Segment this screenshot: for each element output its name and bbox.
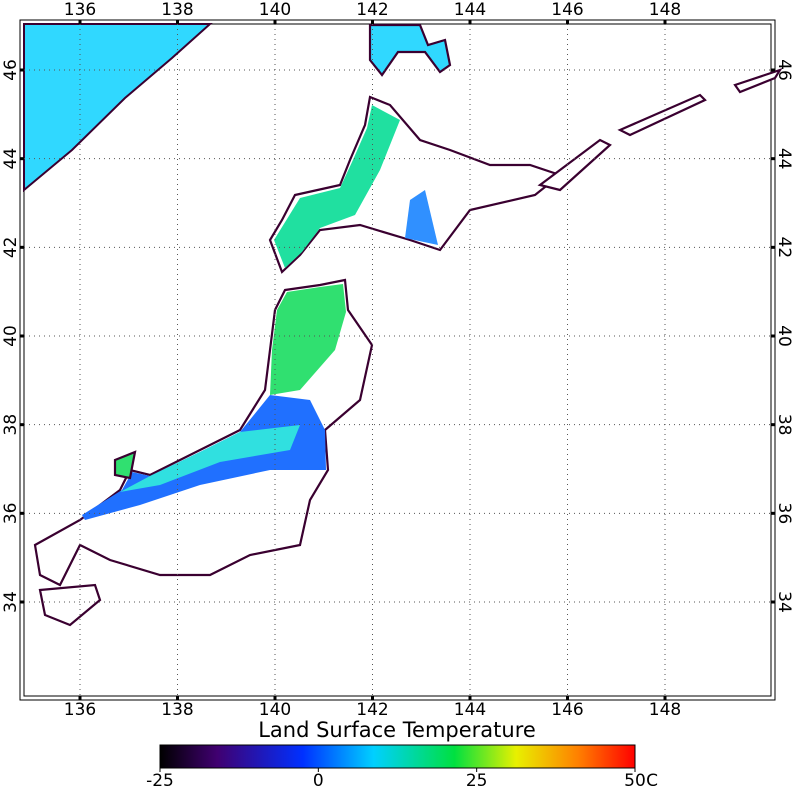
- colorbar-tick-label: 25: [466, 771, 488, 791]
- lon-label-top: 144: [454, 0, 486, 20]
- sakhalin: [368, 23, 452, 77]
- lat-label-left: 36: [1, 503, 21, 525]
- lat-label-right: 42: [774, 237, 794, 259]
- lat-label-right: 40: [774, 325, 794, 347]
- lat-label-right: 46: [774, 59, 794, 81]
- hokkaido-east: [405, 190, 438, 245]
- shikoku: [38, 583, 102, 627]
- lon-label-top: 146: [551, 0, 583, 20]
- lat-label-left: 46: [1, 59, 21, 81]
- colorbar: [159, 744, 636, 769]
- lat-label-left: 38: [1, 414, 21, 436]
- lon-label-top: 138: [161, 0, 193, 20]
- lat-label-right: 44: [774, 148, 794, 170]
- lon-label-bottom: 140: [259, 700, 291, 720]
- graticule: [20, 20, 775, 700]
- lat-label-right: 36: [774, 503, 794, 525]
- lon-label-bottom: 144: [454, 700, 486, 720]
- lon-label-bottom: 136: [64, 700, 96, 720]
- lat-label-right: 38: [774, 414, 794, 436]
- lat-label-left: 34: [1, 591, 21, 613]
- asia-mainland: [23, 23, 213, 193]
- lon-label-bottom: 138: [161, 700, 193, 720]
- lat-label-left: 42: [1, 237, 21, 259]
- honshu-north-warm: [270, 284, 346, 395]
- hokkaido-warm: [274, 105, 400, 268]
- map-title: Land Surface Temperature: [258, 718, 536, 742]
- lon-label-top: 142: [356, 0, 388, 20]
- lon-label-top: 136: [64, 0, 96, 20]
- lon-label-bottom: 142: [356, 700, 388, 720]
- colorbar-tick-label: -25: [146, 771, 174, 791]
- lon-label-bottom: 146: [551, 700, 583, 720]
- lat-label-left: 44: [1, 148, 21, 170]
- lat-label-left: 40: [1, 325, 21, 347]
- lon-label-bottom: 148: [649, 700, 681, 720]
- lat-label-right: 34: [774, 591, 794, 613]
- land: [23, 23, 783, 627]
- axis-labels: 136 136 138 138 140 140 142 142 144 144 146 146 148 1…: [1, 0, 794, 720]
- lon-label-top: 148: [649, 0, 681, 20]
- lon-label-top: 140: [259, 0, 291, 20]
- colorbar-tick-label: 50: [624, 771, 646, 791]
- kurils: [537, 67, 783, 192]
- honshu-coast-warm: [120, 425, 300, 492]
- colorbar-unit: C: [646, 771, 658, 791]
- colorbar-labels: -25 0 25 50 C: [146, 768, 658, 791]
- colorbar-tick-label: 0: [313, 771, 324, 791]
- sado: [113, 450, 137, 480]
